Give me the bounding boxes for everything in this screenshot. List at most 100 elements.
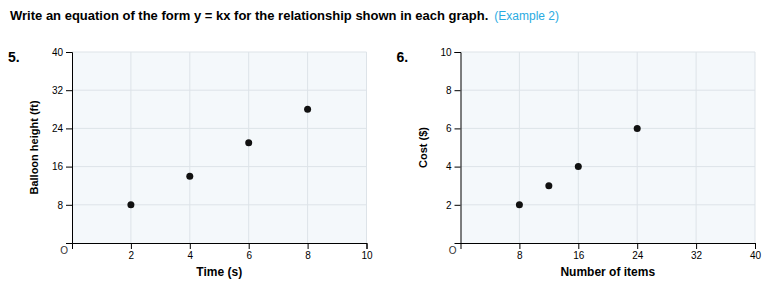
subtitle: (Example 2) bbox=[494, 9, 559, 23]
y-axis: 816243240 bbox=[52, 47, 73, 244]
y-axis-title: Balloon height (ft) bbox=[28, 100, 40, 194]
x-axis-title: Time (s) bbox=[196, 265, 242, 279]
grid-line-x bbox=[696, 52, 697, 243]
axis-line bbox=[455, 53, 462, 244]
tick-mark bbox=[455, 52, 461, 53]
tick: 8 bbox=[305, 243, 311, 261]
tick-label: 2 bbox=[446, 200, 452, 211]
chart-root: Write an equation of the form y = kx for… bbox=[0, 0, 777, 285]
tick: 10 bbox=[361, 243, 373, 261]
axis-line bbox=[73, 244, 368, 250]
grid-line-y bbox=[72, 52, 367, 53]
y-axis: 2 4 6 8 10 bbox=[440, 47, 461, 244]
tick-label: 6 bbox=[246, 250, 252, 261]
points bbox=[516, 125, 641, 208]
title: Write an equation of the form y = kx for… bbox=[10, 8, 488, 23]
grid-line-x bbox=[637, 52, 638, 243]
tick: 40 bbox=[750, 243, 762, 261]
tick-mark bbox=[367, 243, 368, 249]
panel-title: 5. bbox=[8, 49, 20, 65]
grid-line-x bbox=[519, 52, 520, 243]
tick: 24 bbox=[52, 123, 72, 134]
annotation: O bbox=[449, 245, 457, 256]
point bbox=[245, 139, 252, 146]
tick: 32 bbox=[691, 243, 703, 261]
axis-line bbox=[461, 244, 756, 250]
panel: 816243240246810ONumber of itemsCost ($)6… bbox=[397, 47, 762, 279]
point bbox=[516, 201, 523, 208]
grid-line-x bbox=[755, 52, 756, 243]
grid-line-y bbox=[461, 204, 756, 205]
point bbox=[304, 106, 311, 113]
tick-label: 4 bbox=[188, 250, 194, 261]
panel: 246810816243240OTime (s)Balloon height (… bbox=[8, 47, 373, 279]
tick-label: 8 bbox=[305, 250, 311, 261]
tick-label: 24 bbox=[632, 250, 644, 261]
tick-label: 32 bbox=[52, 85, 64, 96]
grid bbox=[72, 52, 367, 243]
y-axis-title: Cost ($) bbox=[417, 127, 429, 168]
tick-label: 2 bbox=[129, 250, 135, 261]
grid-line-y bbox=[461, 52, 756, 53]
tick-mark bbox=[249, 243, 250, 249]
tick-label: 8 bbox=[446, 85, 452, 96]
tick-mark bbox=[131, 243, 132, 249]
tick-mark bbox=[66, 167, 72, 168]
tick-mark bbox=[696, 243, 697, 249]
grid-line-x bbox=[578, 52, 579, 243]
grid-line-y bbox=[461, 128, 756, 129]
tick-label: 24 bbox=[52, 123, 64, 134]
grid-line-y bbox=[461, 90, 756, 91]
tick: 8 bbox=[446, 85, 461, 96]
tick: 24 bbox=[632, 243, 644, 261]
points bbox=[127, 106, 311, 209]
tick: 4 bbox=[446, 161, 461, 172]
point bbox=[575, 163, 582, 170]
point bbox=[127, 201, 134, 208]
tick: 8 bbox=[517, 243, 523, 261]
tick-mark bbox=[519, 243, 520, 249]
tick-mark bbox=[190, 243, 191, 249]
tick-mark bbox=[455, 205, 461, 206]
tick: 10 bbox=[440, 47, 460, 58]
grid-line-y bbox=[461, 166, 756, 167]
grid-line-y bbox=[72, 166, 367, 167]
tick-mark bbox=[308, 243, 309, 249]
tick: 2 bbox=[446, 200, 461, 211]
tick: 6 bbox=[246, 243, 252, 261]
tick: 40 bbox=[52, 47, 72, 58]
tick-mark bbox=[66, 90, 72, 91]
tick-label: 4 bbox=[446, 161, 452, 172]
axis-line bbox=[66, 53, 73, 244]
tick-label: 10 bbox=[440, 47, 452, 58]
grid-line-x bbox=[307, 52, 308, 243]
tick-mark bbox=[755, 243, 756, 249]
tick-label: 40 bbox=[750, 250, 762, 261]
grid-line-y bbox=[72, 128, 367, 129]
tick-label: 10 bbox=[361, 250, 373, 261]
tick: 16 bbox=[52, 161, 72, 172]
tick-mark bbox=[578, 243, 579, 249]
tick-mark bbox=[455, 167, 461, 168]
tick-mark bbox=[455, 90, 461, 91]
grid-line-y bbox=[72, 90, 367, 91]
plot-background bbox=[461, 52, 756, 243]
tick-label: 16 bbox=[52, 161, 64, 172]
tick-label: 8 bbox=[517, 250, 523, 261]
grid-line-x bbox=[130, 52, 131, 243]
x-axis: 8 16 24 32 40 bbox=[461, 243, 761, 261]
tick: 2 bbox=[129, 243, 135, 261]
tick-mark bbox=[637, 243, 638, 249]
grid bbox=[461, 52, 756, 243]
tick-label: 6 bbox=[446, 123, 452, 134]
x-axis-title: Number of items bbox=[560, 265, 655, 279]
point bbox=[634, 125, 641, 132]
tick: 4 bbox=[188, 243, 194, 261]
tick-label: 40 bbox=[52, 47, 64, 58]
panel-title: 6. bbox=[397, 49, 409, 65]
x-axis: 2 4 6 8 10 bbox=[73, 243, 373, 261]
tick: 16 bbox=[573, 243, 585, 261]
point bbox=[545, 182, 552, 189]
plot-background bbox=[72, 52, 367, 243]
tick-mark bbox=[66, 205, 72, 206]
